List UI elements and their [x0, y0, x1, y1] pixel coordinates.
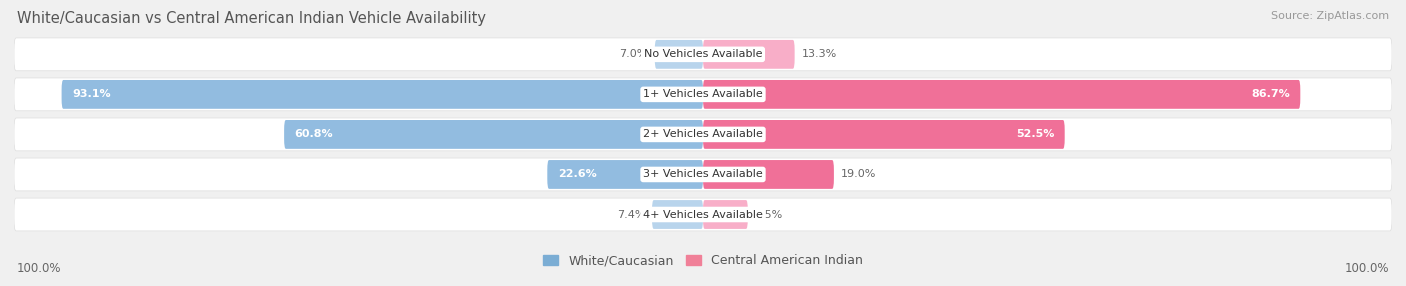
Text: 100.0%: 100.0% — [17, 262, 62, 275]
Text: 86.7%: 86.7% — [1251, 90, 1289, 99]
Text: 19.0%: 19.0% — [841, 170, 876, 179]
FancyBboxPatch shape — [284, 120, 703, 149]
FancyBboxPatch shape — [703, 200, 748, 229]
Text: No Vehicles Available: No Vehicles Available — [644, 49, 762, 59]
FancyBboxPatch shape — [14, 198, 1392, 231]
Text: 3+ Vehicles Available: 3+ Vehicles Available — [643, 170, 763, 179]
FancyBboxPatch shape — [14, 158, 1392, 191]
Text: Source: ZipAtlas.com: Source: ZipAtlas.com — [1271, 11, 1389, 21]
FancyBboxPatch shape — [62, 80, 703, 109]
FancyBboxPatch shape — [703, 40, 794, 69]
Text: 22.6%: 22.6% — [558, 170, 596, 179]
Text: 2+ Vehicles Available: 2+ Vehicles Available — [643, 130, 763, 139]
Text: 93.1%: 93.1% — [72, 90, 111, 99]
FancyBboxPatch shape — [703, 160, 834, 189]
FancyBboxPatch shape — [14, 118, 1392, 151]
Text: 60.8%: 60.8% — [294, 130, 333, 139]
FancyBboxPatch shape — [14, 78, 1392, 111]
Text: 6.5%: 6.5% — [755, 210, 783, 219]
FancyBboxPatch shape — [14, 38, 1392, 71]
FancyBboxPatch shape — [547, 160, 703, 189]
Legend: White/Caucasian, Central American Indian: White/Caucasian, Central American Indian — [538, 249, 868, 272]
Text: 7.4%: 7.4% — [617, 210, 645, 219]
Text: 100.0%: 100.0% — [1344, 262, 1389, 275]
FancyBboxPatch shape — [655, 40, 703, 69]
Text: 52.5%: 52.5% — [1017, 130, 1054, 139]
Text: 1+ Vehicles Available: 1+ Vehicles Available — [643, 90, 763, 99]
Text: 13.3%: 13.3% — [801, 49, 837, 59]
FancyBboxPatch shape — [703, 120, 1064, 149]
Text: 7.0%: 7.0% — [620, 49, 648, 59]
FancyBboxPatch shape — [652, 200, 703, 229]
Text: 4+ Vehicles Available: 4+ Vehicles Available — [643, 210, 763, 219]
Text: White/Caucasian vs Central American Indian Vehicle Availability: White/Caucasian vs Central American Indi… — [17, 11, 486, 26]
FancyBboxPatch shape — [703, 80, 1301, 109]
